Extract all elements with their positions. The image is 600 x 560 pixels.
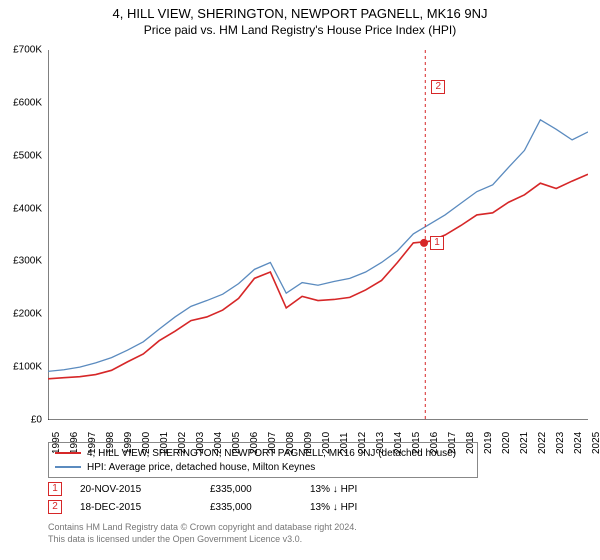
x-axis-label: 2021 [519, 432, 530, 454]
y-axis-label: £400K [13, 203, 42, 214]
chart-area: £0£100K£200K£300K£400K£500K£600K£700K199… [48, 50, 588, 420]
chart-marker-box: 2 [431, 80, 445, 94]
y-axis-label: £0 [31, 415, 42, 426]
x-axis-label: 2024 [573, 432, 584, 454]
chart-svg [48, 50, 588, 420]
data-row-date: 20-NOV-2015 [80, 484, 210, 495]
x-axis-label: 2023 [555, 432, 566, 454]
chart-marker-box: 1 [430, 236, 444, 250]
chart-title: 4, HILL VIEW, SHERINGTON, NEWPORT PAGNEL… [0, 0, 600, 21]
footnote: Contains HM Land Registry data © Crown c… [48, 522, 357, 545]
data-row-marker: 1 [48, 482, 62, 496]
legend-label: 4, HILL VIEW, SHERINGTON, NEWPORT PAGNEL… [87, 448, 456, 459]
data-row-price: £335,000 [210, 484, 310, 495]
x-axis-label: 2022 [537, 432, 548, 454]
chart-subtitle: Price paid vs. HM Land Registry's House … [0, 21, 600, 37]
footnote-line: This data is licensed under the Open Gov… [48, 534, 357, 546]
x-axis-label: 2025 [591, 432, 600, 454]
data-row: 1 20-NOV-2015£335,00013% ↓ HPI [48, 480, 410, 498]
data-table: 1 20-NOV-2015£335,00013% ↓ HPI 2 18-DEC-201… [48, 480, 410, 516]
y-axis-label: £500K [13, 150, 42, 161]
x-axis-label: 2019 [483, 432, 494, 454]
y-axis-label: £100K [13, 362, 42, 373]
legend-item: HPI: Average price, detached house, Milt… [55, 460, 471, 474]
y-axis-label: £700K [13, 45, 42, 56]
legend-swatch [55, 466, 81, 468]
data-row-price: £335,000 [210, 502, 310, 513]
y-axis-label: £200K [13, 309, 42, 320]
legend-swatch [55, 452, 81, 454]
y-axis-label: £600K [13, 97, 42, 108]
data-row-date: 18-DEC-2015 [80, 502, 210, 513]
legend-label: HPI: Average price, detached house, Milt… [87, 462, 315, 473]
y-axis-label: £300K [13, 256, 42, 267]
footnote-line: Contains HM Land Registry data © Crown c… [48, 522, 357, 534]
legend-box: 4, HILL VIEW, SHERINGTON, NEWPORT PAGNEL… [48, 442, 478, 478]
data-row-pct: 13% ↓ HPI [310, 502, 410, 513]
legend-item: 4, HILL VIEW, SHERINGTON, NEWPORT PAGNEL… [55, 446, 471, 460]
x-axis-label: 2020 [501, 432, 512, 454]
data-row-pct: 13% ↓ HPI [310, 484, 410, 495]
data-row: 2 18-DEC-2015£335,00013% ↓ HPI [48, 498, 410, 516]
data-row-marker: 2 [48, 500, 62, 514]
